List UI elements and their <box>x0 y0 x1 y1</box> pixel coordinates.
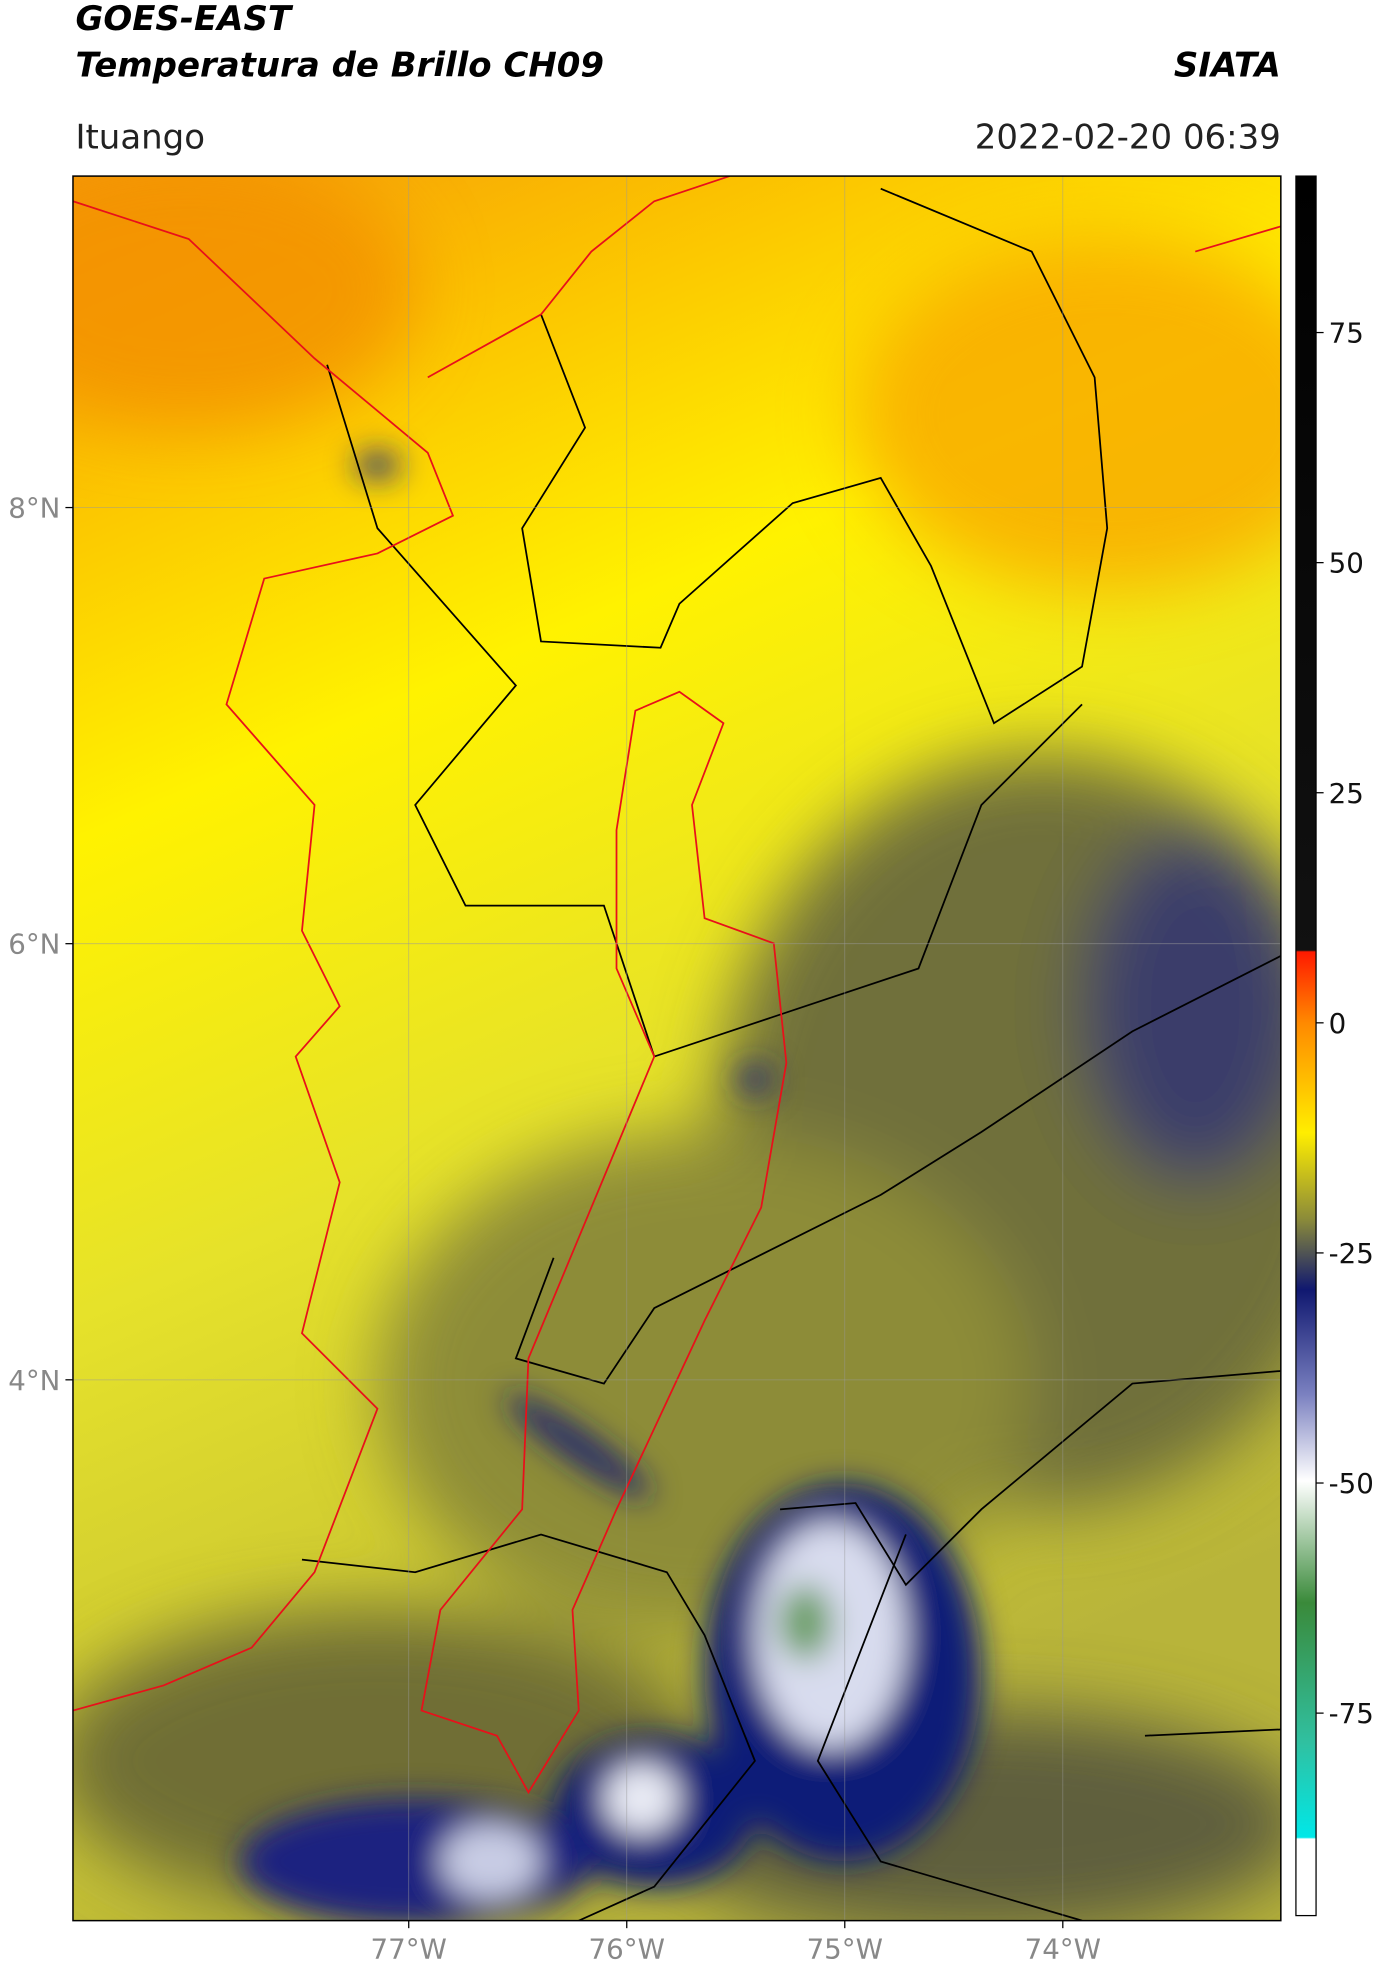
x-tick-label: 77°W <box>371 1932 447 1965</box>
boundaries <box>301 187 1281 1921</box>
colorbar <box>1295 175 1317 1917</box>
colorbar-tick-label: 50 <box>1329 547 1364 580</box>
map <box>72 176 1281 1921</box>
colorbar-tick-label: -50 <box>1329 1467 1374 1500</box>
title: GOES-EAST <box>75 0 293 39</box>
x-tick-label: 76°W <box>589 1932 665 1965</box>
colorbar-tick-label: 75 <box>1329 317 1364 350</box>
convective-cells <box>239 452 982 1921</box>
x-tick-label: 75°W <box>807 1932 883 1965</box>
colorbar-tick-label: 0 <box>1329 1007 1347 1040</box>
colorbar-tick-label: -25 <box>1329 1237 1374 1270</box>
coastline <box>72 176 1281 1712</box>
basin-outline <box>420 690 788 1795</box>
map-frame <box>72 175 1282 1922</box>
x-tick-label: 74°W <box>1025 1932 1101 1965</box>
datetime: 2022-02-20 06:39 <box>975 117 1281 157</box>
y-tick-label: 8°N <box>8 492 60 525</box>
colorbar-tick-label: -75 <box>1329 1697 1374 1730</box>
subtitle: Temperatura de Brillo CH09 <box>75 46 604 86</box>
source: SIATA <box>1174 46 1281 86</box>
colorbar-tick-label: 25 <box>1329 777 1364 810</box>
region: Ituango <box>75 117 205 157</box>
y-tick-label: 4°N <box>8 1364 60 1397</box>
y-tick-label: 6°N <box>8 928 60 961</box>
